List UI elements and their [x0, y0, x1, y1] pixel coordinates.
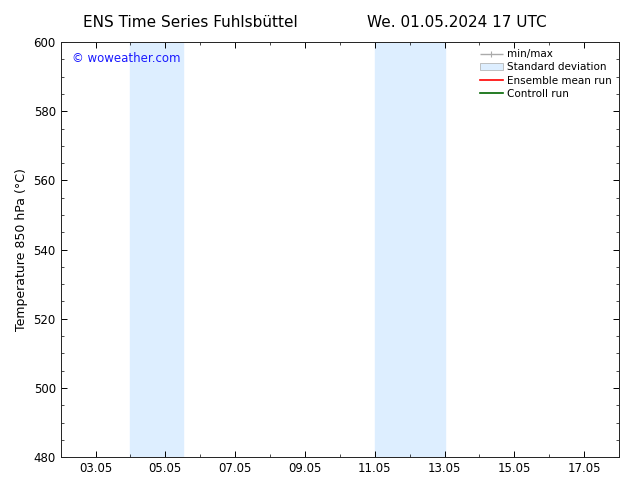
Y-axis label: Temperature 850 hPa (°C): Temperature 850 hPa (°C): [15, 168, 28, 331]
Text: © woweather.com: © woweather.com: [72, 52, 180, 66]
Bar: [375, 42, 444, 457]
Bar: [131, 42, 183, 457]
Legend: min/max, Standard deviation, Ensemble mean run, Controll run: min/max, Standard deviation, Ensemble me…: [478, 47, 614, 101]
Text: We. 01.05.2024 17 UTC: We. 01.05.2024 17 UTC: [366, 15, 547, 30]
Text: ENS Time Series Fuhlsbüttel: ENS Time Series Fuhlsbüttel: [83, 15, 297, 30]
